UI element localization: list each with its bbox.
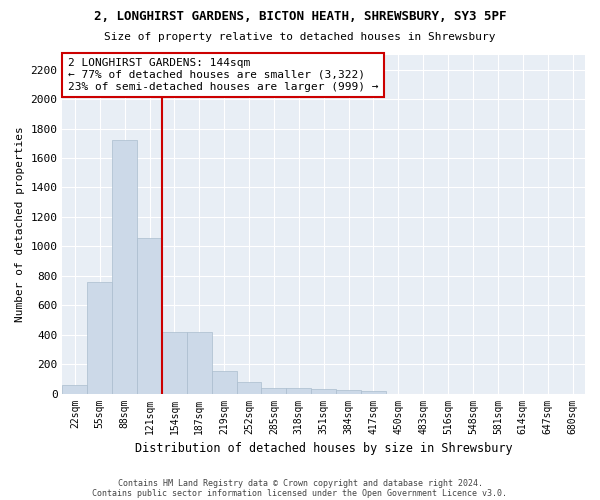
Bar: [361, 390, 386, 394]
Bar: [262, 388, 286, 394]
Bar: [137, 238, 162, 394]
Bar: [88, 282, 112, 394]
Text: 2, LONGHIRST GARDENS, BICTON HEATH, SHREWSBURY, SY3 5PF: 2, LONGHIRST GARDENS, BICTON HEATH, SHRE…: [94, 10, 506, 23]
X-axis label: Distribution of detached houses by size in Shrewsbury: Distribution of detached houses by size …: [135, 442, 512, 455]
Bar: [187, 332, 212, 394]
Bar: [311, 389, 336, 394]
Y-axis label: Number of detached properties: Number of detached properties: [15, 126, 25, 322]
Bar: [286, 388, 311, 394]
Text: 2 LONGHIRST GARDENS: 144sqm
← 77% of detached houses are smaller (3,322)
23% of : 2 LONGHIRST GARDENS: 144sqm ← 77% of det…: [68, 58, 378, 92]
Bar: [62, 386, 88, 394]
Bar: [112, 140, 137, 394]
Bar: [336, 390, 361, 394]
Bar: [236, 382, 262, 394]
Text: Size of property relative to detached houses in Shrewsbury: Size of property relative to detached ho…: [104, 32, 496, 42]
Text: Contains public sector information licensed under the Open Government Licence v3: Contains public sector information licen…: [92, 488, 508, 498]
Text: Contains HM Land Registry data © Crown copyright and database right 2024.: Contains HM Land Registry data © Crown c…: [118, 478, 482, 488]
Bar: [162, 332, 187, 394]
Bar: [212, 372, 236, 394]
